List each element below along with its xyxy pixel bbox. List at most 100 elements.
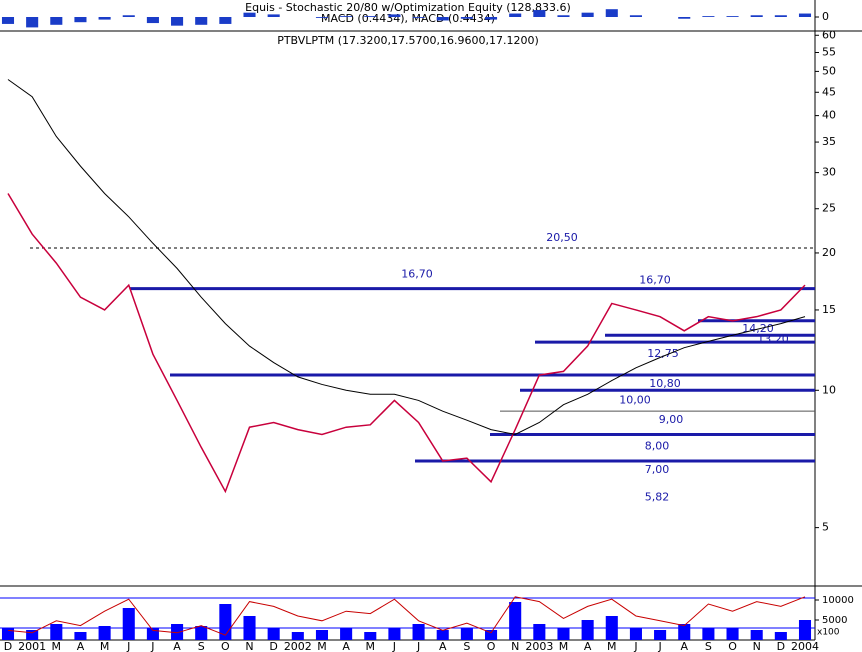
x-tick-label: M [317, 640, 327, 652]
volume-bar [629, 628, 642, 640]
macd-bar [364, 16, 377, 17]
stochastic-line [7, 596, 806, 636]
level-label: 10,00 [619, 393, 651, 406]
volume-bar [171, 624, 184, 640]
volume-bar [412, 624, 425, 640]
chart-title: PTBVLPTM (17.3200,17.5700,16.9600,17.120… [277, 34, 539, 47]
volume-bar [581, 620, 594, 640]
macd-bar [388, 14, 401, 17]
volume-bar [774, 632, 787, 640]
macd-bar [726, 16, 739, 17]
x-tick-label: N [753, 640, 761, 652]
macd-bar [798, 13, 812, 17]
panel-title: Equis - Stochastic 20/80 w/Optimization … [245, 1, 571, 14]
y-tick-label: 30 [822, 166, 836, 179]
volume-bar [388, 628, 401, 640]
macd-bar [219, 17, 232, 24]
macd-bar [460, 17, 473, 19]
volume-bar [195, 626, 208, 640]
x-tick-label: A [77, 640, 85, 652]
macd-bar [750, 15, 763, 17]
x-tick-label: J [657, 640, 661, 652]
volume-bar [98, 626, 111, 640]
x-tick-label: J [633, 640, 637, 652]
x-tick-label: N [511, 640, 519, 652]
y-tick-label: 45 [822, 85, 836, 98]
level-label: 9,00 [659, 413, 684, 426]
volume-bar [1, 628, 15, 640]
x-tick-label: J [392, 640, 396, 652]
macd-bar [146, 17, 159, 24]
x-tick-label: J [126, 640, 130, 652]
x-tick-label: 2003 [525, 640, 553, 652]
level-label: 8,00 [645, 439, 670, 452]
x-tick-label: A [173, 640, 181, 652]
volume-bar [557, 628, 570, 640]
macd-bar [605, 9, 618, 17]
x-tick-label: S [198, 640, 205, 652]
volume-bar [436, 630, 449, 640]
level-label: 12,75 [647, 347, 679, 360]
x-tick-label: M [366, 640, 376, 652]
x-tick-label: O [487, 640, 496, 652]
macd-bar [122, 15, 135, 17]
volume-bar [605, 616, 618, 640]
macd-bar [509, 13, 522, 17]
volume-bar [364, 632, 377, 640]
volume-bar [291, 632, 304, 640]
x-tick-label: S [463, 640, 470, 652]
macd-bar [629, 15, 642, 17]
macd-bar [702, 16, 715, 17]
level-label: 10,80 [649, 377, 681, 390]
y-tick-label: 40 [822, 109, 836, 122]
level-label: 16,70 [639, 274, 671, 287]
macd-bar [74, 17, 87, 23]
x-tick-label: N [245, 640, 253, 652]
y-tick-label: 10000 [822, 595, 854, 606]
x-tick-label: 2004 [791, 640, 819, 652]
macd-bar [171, 17, 184, 26]
level-label: 14,20 [742, 322, 774, 335]
y-tick-label: 50 [822, 64, 836, 77]
macd-bar [484, 17, 498, 20]
price-line [7, 79, 806, 436]
volume-bar [26, 630, 39, 640]
volume-bar [243, 616, 256, 640]
volume-bar [460, 628, 473, 640]
x-tick-label: D [4, 640, 12, 652]
macd-bar [50, 17, 63, 25]
y-tick-label: 20 [822, 246, 836, 259]
price-line [7, 193, 806, 494]
level-label: 5,82 [645, 491, 670, 504]
volume-bar [798, 620, 812, 640]
macd-bar [557, 15, 570, 17]
y-tick-label: 10 [822, 383, 836, 396]
volume-bar [726, 628, 739, 640]
x-tick-label: M [607, 640, 617, 652]
x-tick-label: M [559, 640, 569, 652]
macd-bar [195, 17, 208, 25]
macd-bar [340, 16, 353, 17]
y-tick-label: 35 [822, 135, 836, 148]
macd-bar [315, 17, 329, 18]
macd-bar [678, 17, 691, 19]
level-label: 7,00 [645, 463, 670, 476]
y-tick-label: 5 [822, 521, 829, 534]
macd-bar [267, 14, 280, 17]
x-tick-label: O [728, 640, 737, 652]
macd-bar [774, 15, 787, 17]
x-tick-label: O [221, 640, 230, 652]
volume-bar [678, 624, 691, 640]
x-tick-label: A [342, 640, 350, 652]
x-tick-label: A [584, 640, 592, 652]
y-tick-label: 25 [822, 202, 836, 215]
macd-bar [26, 17, 39, 28]
volume-bar [702, 628, 715, 640]
volume-bar [315, 630, 329, 640]
macd-bar [581, 12, 594, 17]
macd-bar [436, 17, 449, 21]
volume-bar [509, 602, 522, 640]
panel-subtitle: MACD (0.4434), MACD (0.4434) [321, 12, 495, 25]
